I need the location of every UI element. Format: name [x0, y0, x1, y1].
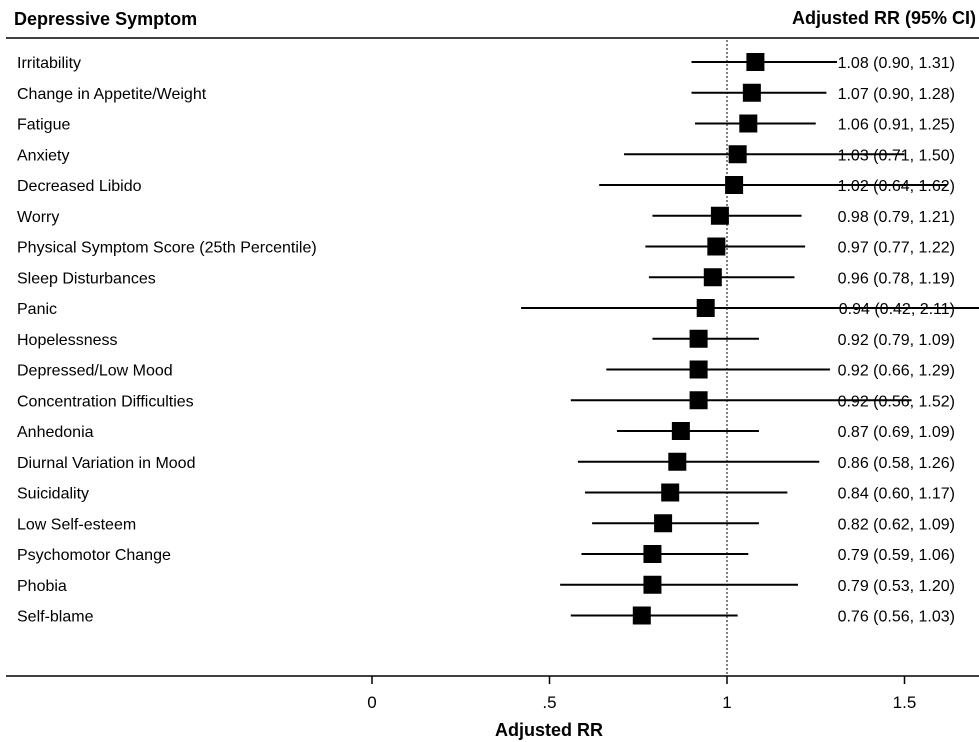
point-estimate-marker [668, 452, 687, 471]
x-tick-label: 1.5 [893, 693, 917, 712]
row-label: Sleep Disturbances [17, 270, 156, 287]
row-label: Depressed/Low Mood [17, 363, 173, 380]
forest-row: Suicidality 0.84 (0.60, 1.17) [17, 483, 955, 503]
row-value: 0.86 (0.58, 1.26) [838, 455, 955, 472]
row-label: Self-blame [17, 609, 94, 626]
row-label: Low Self-esteem [17, 516, 136, 533]
header-right: Adjusted RR (95% CI) [792, 8, 976, 28]
x-tick-label: 0 [367, 693, 376, 712]
forest-row: Anxiety 1.03 (0.71, 1.50) [17, 145, 955, 164]
row-label: Hopelessness [17, 332, 118, 349]
point-estimate-marker [728, 145, 747, 164]
row-label: Diurnal Variation in Mood [17, 455, 195, 472]
point-estimate-marker [725, 176, 744, 194]
row-label: Concentration Difficulties [17, 393, 194, 410]
forest-row: Irritability 1.08 (0.90, 1.31) [17, 53, 955, 72]
point-estimate-marker [710, 206, 729, 225]
row-value: 0.94 (0.42, 2.11) [839, 301, 955, 318]
forest-row: Anhedonia 0.87 (0.69, 1.09) [17, 422, 955, 441]
row-label: Worry [17, 209, 59, 226]
row-value: 0.96 (0.78, 1.19) [838, 270, 955, 287]
header-left: Depressive Symptom [14, 9, 197, 29]
row-label: Panic [17, 301, 57, 318]
forest-row: Fatigue 1.06 (0.91, 1.25) [17, 114, 955, 134]
forest-row: Worry 0.98 (0.79, 1.21) [17, 206, 955, 226]
row-value: 0.79 (0.59, 1.06) [838, 547, 955, 564]
point-estimate-marker [643, 575, 662, 594]
point-estimate-marker [689, 391, 708, 410]
forest-row: Psychomotor Change 0.79 (0.59, 1.06) [17, 545, 955, 564]
row-label: Irritability [17, 55, 81, 72]
x-axis-label: Adjusted RR [495, 720, 603, 740]
forest-row: Change in Appetite/Weight 1.07 (0.90, 1.2… [17, 83, 955, 103]
row-value: 0.84 (0.60, 1.17) [838, 486, 955, 503]
row-value: 0.98 (0.79, 1.21) [838, 209, 955, 226]
row-value: 0.79 (0.53, 1.20) [838, 578, 955, 595]
row-label: Phobia [17, 578, 67, 595]
row-value: 1.08 (0.90, 1.31) [838, 55, 955, 72]
forest-row: Depressed/Low Mood 0.92 (0.66, 1.29) [17, 360, 955, 380]
forest-row: Phobia 0.79 (0.53, 1.20) [17, 575, 955, 595]
row-label: Anhedonia [17, 424, 94, 441]
row-label: Decreased Libido [17, 178, 142, 195]
point-estimate-marker [696, 299, 715, 317]
row-value: 1.07 (0.90, 1.28) [838, 86, 955, 103]
row-value: 1.03 (0.71, 1.50) [838, 147, 955, 164]
point-estimate-marker [632, 606, 651, 625]
forest-row: Panic 0.94 (0.42, 2.11) [17, 299, 979, 318]
row-label: Psychomotor Change [17, 547, 171, 564]
row-value: 0.97 (0.77, 1.22) [838, 240, 955, 257]
row-value: 0.76 (0.56, 1.03) [838, 609, 955, 626]
forest-rows: Irritability 1.08 (0.90, 1.31) Change in A… [17, 40, 979, 676]
point-estimate-marker [671, 422, 690, 440]
forest-row: Decreased Libido 1.02 (0.64, 1.62) [17, 176, 955, 195]
point-estimate-marker [742, 83, 761, 102]
row-value: 1.06 (0.91, 1.25) [838, 117, 955, 134]
point-estimate-marker [707, 237, 726, 256]
forest-row: Low Self-esteem 0.82 (0.62, 1.09) [17, 514, 955, 533]
point-estimate-marker [661, 483, 680, 502]
x-tick-label: .5 [542, 693, 556, 712]
point-estimate-marker [654, 514, 673, 533]
forest-row: Diurnal Variation in Mood 0.86 (0.58, 1.2… [17, 452, 955, 472]
row-value: 0.82 (0.62, 1.09) [838, 516, 955, 533]
forest-row: Hopelessness 0.92 (0.79, 1.09) [17, 329, 955, 349]
row-label: Anxiety [17, 147, 69, 164]
forest-row: Physical Symptom Score (25th Percentile)… [17, 237, 955, 257]
row-value: 1.02 (0.64, 1.62) [838, 178, 955, 195]
forest-row: Self-blame 0.76 (0.56, 1.03) [17, 606, 955, 626]
x-tick-label: 1 [722, 693, 731, 712]
forest-row: Concentration Difficulties 0.92 (0.56, 1.… [17, 391, 955, 410]
row-label: Suicidality [17, 486, 89, 503]
row-label: Physical Symptom Score (25th Percentile) [17, 240, 317, 257]
point-estimate-marker [643, 545, 662, 563]
row-value: 0.92 (0.66, 1.29) [838, 363, 955, 380]
point-estimate-marker [689, 329, 708, 348]
row-value: 0.92 (0.79, 1.09) [838, 332, 955, 349]
point-estimate-marker [746, 53, 765, 71]
point-estimate-marker [703, 268, 722, 287]
forest-row: Sleep Disturbances 0.96 (0.78, 1.19) [17, 268, 955, 287]
row-label: Fatigue [17, 117, 70, 134]
x-axis-ticks: 0.511.522.5 [367, 676, 917, 712]
point-estimate-marker [739, 114, 758, 133]
point-estimate-marker [689, 360, 708, 379]
row-label: Change in Appetite/Weight [17, 86, 207, 103]
row-value: 0.92 (0.56, 1.52) [838, 393, 955, 410]
row-value: 0.87 (0.69, 1.09) [838, 424, 955, 441]
